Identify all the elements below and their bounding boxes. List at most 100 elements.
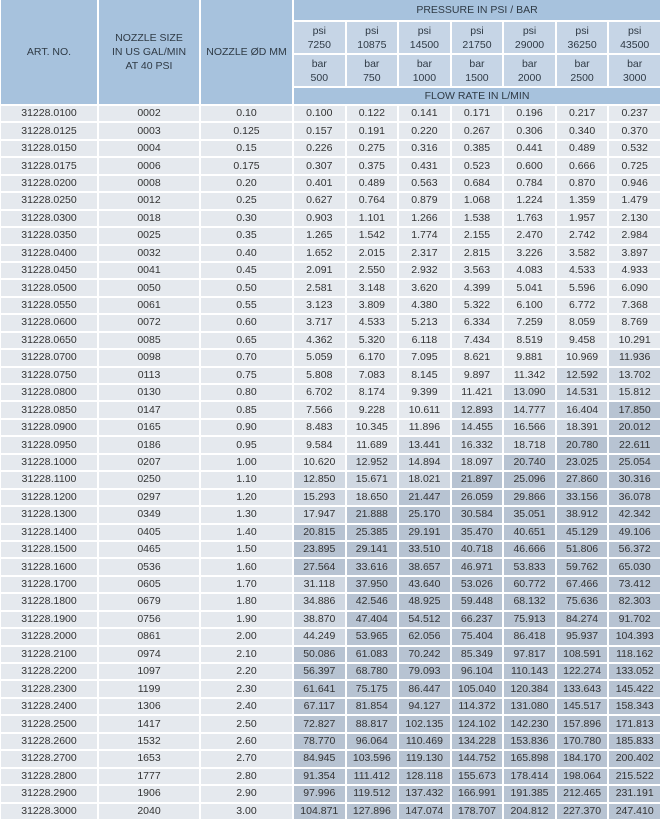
flow-rate-cell: 78.770: [294, 733, 345, 750]
art-no-cell: 31228.1400: [1, 524, 97, 540]
nozzle-diameter-cell: 0.125: [201, 123, 292, 139]
flow-rate-cell: 6.772: [556, 297, 608, 314]
flow-rate-cell: 66.237: [451, 611, 503, 628]
flow-rate-cell: 17.850: [609, 402, 660, 418]
bar-value: 750: [363, 71, 381, 84]
art-no-cell: 31228.2000: [1, 629, 97, 645]
flow-rate-cell: 20.815: [294, 524, 345, 540]
flow-rate-cell: 9.881: [504, 350, 555, 366]
flow-rate-cell: 59.762: [556, 559, 608, 575]
nozzle-size-cell: 0250: [99, 472, 199, 488]
flow-rate-cell: 36.078: [609, 489, 660, 506]
header-nozzle-size: NOZZLE SIZE IN US GAL/MIN AT 40 PSI: [99, 0, 199, 104]
flow-rate-cell: 178.707: [451, 803, 503, 819]
flow-rate-cell: 79.093: [399, 664, 450, 680]
nozzle-diameter-cell: 0.85: [201, 402, 292, 418]
flow-rate-cell: 0.267: [451, 123, 503, 139]
flow-rate-cell: 18.650: [346, 489, 398, 506]
flow-rate-cell: 215.522: [609, 768, 660, 785]
nozzle-size-cell: 0072: [99, 315, 199, 331]
flow-rate-cell: 8.483: [294, 419, 345, 436]
flow-rate-cell: 7.083: [346, 367, 398, 383]
nozzle-diameter-cell: 3.00: [201, 803, 292, 819]
nozzle-size-cell: 0008: [99, 175, 199, 192]
psi-value: 36250: [567, 38, 597, 51]
table-row: 31228.1100 0250 1.10 12.850 15.671 18.021 21.8…: [1, 472, 660, 488]
flow-rate-cell: 27.860: [556, 472, 608, 488]
flow-rate-cell: 96.064: [346, 733, 398, 750]
flow-rate-cell: 50.086: [294, 646, 345, 662]
flow-rate-cell: 3.563: [451, 262, 503, 279]
flow-rate-cell: 11.936: [609, 350, 660, 366]
art-no-cell: 31228.1300: [1, 507, 97, 523]
nozzle-diameter-cell: 0.55: [201, 297, 292, 314]
table-row: 31228.0250 0012 0.25 0.627 0.764 0.879 1.068 1.…: [1, 193, 660, 209]
nozzle-size-cell: 1306: [99, 698, 199, 715]
flow-rate-cell: 0.684: [451, 175, 503, 192]
nozzle-diameter-cell: 0.90: [201, 419, 292, 436]
psi-value: 21750: [462, 38, 492, 51]
flow-rate-cell: 1.774: [399, 228, 450, 244]
flow-rate-cell: 119.512: [346, 786, 398, 802]
flow-rate-cell: 29.191: [399, 524, 450, 540]
psi-header-cell: psi 43500: [609, 22, 660, 53]
art-no-cell: 31228.0650: [1, 332, 97, 349]
flow-rate-cell: 30.584: [451, 507, 503, 523]
flow-rate-cell: 0.340: [556, 123, 608, 139]
flow-rate-cell: 4.933: [609, 262, 660, 279]
flow-rate-cell: 4.380: [399, 297, 450, 314]
flow-rate-cell: 2.815: [451, 245, 503, 261]
flow-rate-cell: 0.157: [294, 123, 345, 139]
flow-rate-cell: 75.636: [556, 594, 608, 610]
art-no-cell: 31228.0125: [1, 123, 97, 139]
flow-rate-cell: 38.657: [399, 559, 450, 575]
flow-rate-cell: 5.808: [294, 367, 345, 383]
flow-rate-cell: 67.117: [294, 698, 345, 715]
flow-rate-cell: 47.404: [346, 611, 398, 628]
bar-value: 1000: [412, 71, 437, 84]
nozzle-size-cell: 0679: [99, 594, 199, 610]
art-no-cell: 31228.0800: [1, 385, 97, 401]
flow-rate-cell: 72.827: [294, 716, 345, 732]
flow-rate-cell: 153.836: [504, 733, 555, 750]
flow-rate-cell: 3.123: [294, 297, 345, 314]
bar-label: bar: [416, 57, 432, 70]
flow-rate-cell: 15.671: [346, 472, 398, 488]
art-no-cell: 31228.0850: [1, 402, 97, 418]
flow-rate-cell: 75.404: [451, 629, 503, 645]
flow-rate-cell: 25.054: [609, 454, 660, 471]
flow-rate-cell: 104.871: [294, 803, 345, 819]
nozzle-diameter-cell: 2.40: [201, 698, 292, 715]
psi-value: 43500: [620, 38, 650, 51]
flow-rate-cell: 31.118: [294, 576, 345, 593]
flow-rate-cell: 0.196: [504, 106, 555, 122]
flow-rate-cell: 0.489: [556, 140, 608, 157]
nozzle-size-cell: 0006: [99, 158, 199, 174]
nozzle-size-cell: 0041: [99, 262, 199, 279]
flow-rate-cell: 3.897: [609, 245, 660, 261]
psi-label: psi: [627, 24, 642, 37]
flow-rate-cell: 8.621: [451, 350, 503, 366]
table-row: 31228.1900 0756 1.90 38.870 47.404 54.512 66.2…: [1, 611, 660, 628]
flow-rate-cell: 45.129: [556, 524, 608, 540]
nozzle-size-cell: 0085: [99, 332, 199, 349]
nozzle-diameter-cell: 0.65: [201, 332, 292, 349]
flow-rate-cell: 1.479: [609, 193, 660, 209]
flow-rate-cell: 0.171: [451, 106, 503, 122]
flow-rate-cell: 5.041: [504, 280, 555, 296]
flow-rate-cell: 11.342: [504, 367, 555, 383]
table-row: 31228.1500 0465 1.50 23.895 29.141 33.510 40.7…: [1, 541, 660, 558]
flow-rate-cell: 120.384: [504, 681, 555, 697]
flow-rate-cell: 18.391: [556, 419, 608, 436]
bar-header-cell: bar 500: [294, 55, 345, 86]
flow-rate-cell: 56.372: [609, 541, 660, 558]
flow-rate-cell: 12.952: [346, 454, 398, 471]
flow-rate-cell: 1.763: [504, 210, 555, 227]
flow-rate-cell: 6.170: [346, 350, 398, 366]
flow-rate-cell: 18.097: [451, 454, 503, 471]
flow-rate-cell: 3.620: [399, 280, 450, 296]
flow-rate-cell: 0.879: [399, 193, 450, 209]
psi-header-cell: psi 7250: [294, 22, 345, 53]
nozzle-size-cell: 0002: [99, 106, 199, 122]
art-no-cell: 31228.0150: [1, 140, 97, 157]
